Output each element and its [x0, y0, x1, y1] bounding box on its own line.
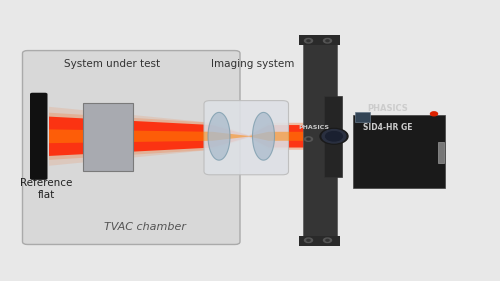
FancyBboxPatch shape — [30, 93, 48, 180]
Bar — [82, 103, 132, 171]
Polygon shape — [49, 107, 305, 166]
Circle shape — [430, 112, 438, 116]
Bar — [355, 112, 370, 122]
Circle shape — [304, 38, 312, 43]
Bar — [32, 94, 45, 178]
Text: PHASICS: PHASICS — [367, 104, 408, 113]
Bar — [299, 35, 340, 45]
Circle shape — [307, 138, 310, 140]
Bar — [352, 115, 445, 188]
FancyBboxPatch shape — [22, 51, 240, 244]
Circle shape — [307, 40, 310, 42]
Circle shape — [326, 40, 329, 42]
Circle shape — [326, 132, 342, 141]
Text: System under test: System under test — [64, 59, 160, 69]
Polygon shape — [208, 112, 230, 160]
Polygon shape — [49, 129, 305, 143]
Polygon shape — [49, 117, 305, 156]
Circle shape — [320, 128, 348, 144]
Text: TVAC chamber: TVAC chamber — [104, 222, 186, 232]
Circle shape — [304, 137, 312, 141]
Bar — [324, 96, 342, 177]
Polygon shape — [252, 112, 274, 160]
Circle shape — [326, 239, 329, 241]
Circle shape — [326, 138, 329, 140]
Bar — [302, 37, 336, 244]
Text: Reference
flat: Reference flat — [20, 178, 72, 200]
Circle shape — [324, 38, 332, 43]
FancyBboxPatch shape — [204, 101, 288, 175]
Circle shape — [307, 239, 310, 241]
Text: SID4-HR GE: SID4-HR GE — [363, 123, 412, 132]
Circle shape — [324, 137, 332, 141]
Circle shape — [324, 238, 332, 243]
Bar — [438, 142, 444, 163]
Circle shape — [322, 130, 346, 143]
Polygon shape — [49, 113, 305, 160]
Text: PHASICS: PHASICS — [298, 124, 330, 130]
Circle shape — [304, 238, 312, 243]
Bar — [299, 236, 340, 246]
Text: Imaging system: Imaging system — [211, 59, 294, 69]
